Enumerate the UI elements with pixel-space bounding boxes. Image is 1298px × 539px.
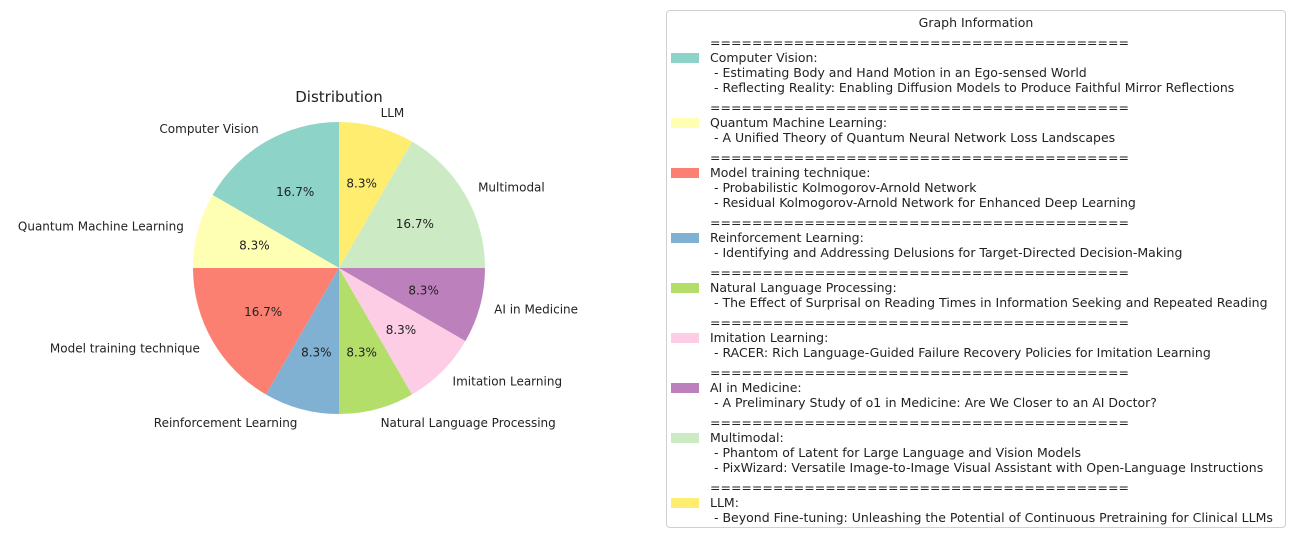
legend-paper-title: - A Preliminary Study of o1 in Medicine:… [710,395,1157,410]
legend-separator: ======================================== [710,480,1129,495]
pie-slice-multimodal [339,141,485,268]
pie-slice-computer-vision [212,122,339,268]
percent-label-ai-in-medicine: 8.3% [408,284,439,298]
pie-chart: Distribution Computer Vision 16.7% Quantum… [18,88,578,430]
percent-label-imitation-learning: 8.3% [386,323,417,337]
slice-label-quantum-machine-learning: Quantum Machine Learning [18,219,184,233]
chart-title: Distribution [295,88,383,106]
pie-slice-quantum-machine-learning [193,195,339,268]
pie-slice-model-training-technique [193,268,339,395]
legend-text: ========================================… [710,480,1273,525]
legend-swatch [671,167,699,178]
pie-slice-reinforcement-learning [266,268,339,414]
percent-label-multimodal: 16.7% [396,217,434,231]
slice-label-multimodal: Multimodal [478,181,545,195]
legend-text: ========================================… [710,365,1157,410]
legend-paper-title: - A Unified Theory of Quantum Neural Net… [710,130,1116,145]
legend-separator: ======================================== [710,35,1129,50]
legend-swatch [671,117,699,128]
legend-text: ========================================… [710,150,1136,210]
legend-label: Quantum Machine Learning: [710,115,888,130]
percent-label-model-training-technique: 16.7% [244,305,282,319]
legend-paper-title: - Reflecting Reality: Enabling Diffusion… [710,80,1235,95]
legend-swatch [671,332,699,343]
slice-label-ai-in-medicine: AI in Medicine [494,303,578,317]
legend-separator: ======================================== [710,265,1129,280]
percent-label-llm: 8.3% [346,176,377,190]
legend-label: LLM: [710,495,739,510]
pie-slice-ai-in-medicine [339,268,485,341]
percent-label-quantum-machine-learning: 8.3% [239,238,270,252]
legend-swatch [671,497,699,508]
legend-paper-title: - Phantom of Latent for Large Language a… [710,445,1082,460]
percent-label-reinforcement-learning: 8.3% [301,346,332,360]
legend-swatch [671,52,699,63]
legend-paper-title: - Residual Kolmogorov-Arnold Network for… [710,195,1136,210]
pie-slice-llm [339,122,412,268]
legend-paper-title: - Estimating Body and Hand Motion in an … [710,65,1087,80]
legend-label: AI in Medicine: [710,380,802,395]
legend-paper-title: - Identifying and Addressing Delusions f… [710,245,1183,260]
legend: Graph Information ======================… [666,10,1286,528]
legend-label: Model training technique: [710,165,871,180]
legend-text: ========================================… [710,415,1263,475]
legend-label: Reinforcement Learning: [710,230,864,245]
legend-text: ========================================… [710,265,1268,310]
legend-title: Graph Information [918,15,1034,30]
slice-label-imitation-learning: Imitation Learning [453,375,563,389]
legend-text: ========================================… [710,100,1129,145]
legend-swatch [671,432,699,443]
pie-slice-natural-language-processing [339,268,412,414]
legend-text: ========================================… [710,315,1211,360]
legend-label: Natural Language Processing: [710,280,897,295]
legend-separator: ======================================== [710,215,1129,230]
slice-label-natural-language-processing: Natural Language Processing [381,416,556,430]
legend-text: ========================================… [710,35,1234,95]
pie-slice-imitation-learning [339,268,466,395]
legend-label: Computer Vision: [710,50,818,65]
legend-swatch [671,382,699,393]
legend-separator: ======================================== [710,415,1129,430]
legend-swatch [671,282,699,293]
legend-separator: ======================================== [710,365,1129,380]
percent-label-natural-language-processing: 8.3% [346,346,377,360]
legend-separator: ======================================== [710,100,1129,115]
legend-text: ========================================… [710,215,1182,260]
slice-label-computer-vision: Computer Vision [159,122,258,136]
slice-label-reinforcement-learning: Reinforcement Learning [154,416,298,430]
legend-separator: ======================================== [710,150,1129,165]
legend-paper-title: - Beyond Fine-tuning: Unleashing the Pot… [710,510,1273,525]
legend-label: Imitation Learning: [710,330,829,345]
legend-paper-title: - Probabilistic Kolmogorov-Arnold Networ… [710,180,977,195]
legend-paper-title: - RACER: Rich Language-Guided Failure Re… [710,345,1211,360]
legend-paper-title: - The Effect of Surprisal on Reading Tim… [710,295,1268,310]
legend-swatch [671,232,699,243]
slice-label-llm: LLM [381,106,405,120]
legend-separator: ======================================== [710,315,1129,330]
legend-label: Multimodal: [710,430,784,445]
percent-label-computer-vision: 16.7% [276,185,314,199]
legend-paper-title: - PixWizard: Versatile Image-to-Image Vi… [710,460,1264,475]
slice-label-model-training-technique: Model training technique [50,341,200,355]
